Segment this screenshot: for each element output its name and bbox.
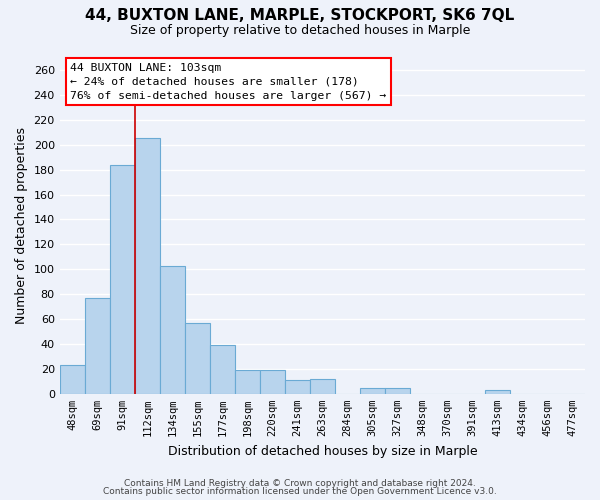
Bar — [85, 298, 110, 394]
Bar — [310, 379, 335, 394]
Bar — [185, 323, 210, 394]
Bar — [285, 380, 310, 394]
Y-axis label: Number of detached properties: Number of detached properties — [15, 127, 28, 324]
Text: Contains HM Land Registry data © Crown copyright and database right 2024.: Contains HM Land Registry data © Crown c… — [124, 478, 476, 488]
Bar — [485, 390, 510, 394]
Bar — [59, 365, 85, 394]
Text: Size of property relative to detached houses in Marple: Size of property relative to detached ho… — [130, 24, 470, 37]
Bar — [260, 370, 285, 394]
Bar — [135, 138, 160, 394]
Text: Contains public sector information licensed under the Open Government Licence v3: Contains public sector information licen… — [103, 487, 497, 496]
Bar — [110, 164, 135, 394]
Text: 44 BUXTON LANE: 103sqm
← 24% of detached houses are smaller (178)
76% of semi-de: 44 BUXTON LANE: 103sqm ← 24% of detached… — [70, 62, 386, 100]
Bar — [210, 345, 235, 394]
Text: 44, BUXTON LANE, MARPLE, STOCKPORT, SK6 7QL: 44, BUXTON LANE, MARPLE, STOCKPORT, SK6 … — [85, 8, 515, 22]
Bar — [235, 370, 260, 394]
Bar — [160, 266, 185, 394]
X-axis label: Distribution of detached houses by size in Marple: Distribution of detached houses by size … — [167, 444, 477, 458]
Bar — [360, 388, 385, 394]
Bar — [385, 388, 410, 394]
